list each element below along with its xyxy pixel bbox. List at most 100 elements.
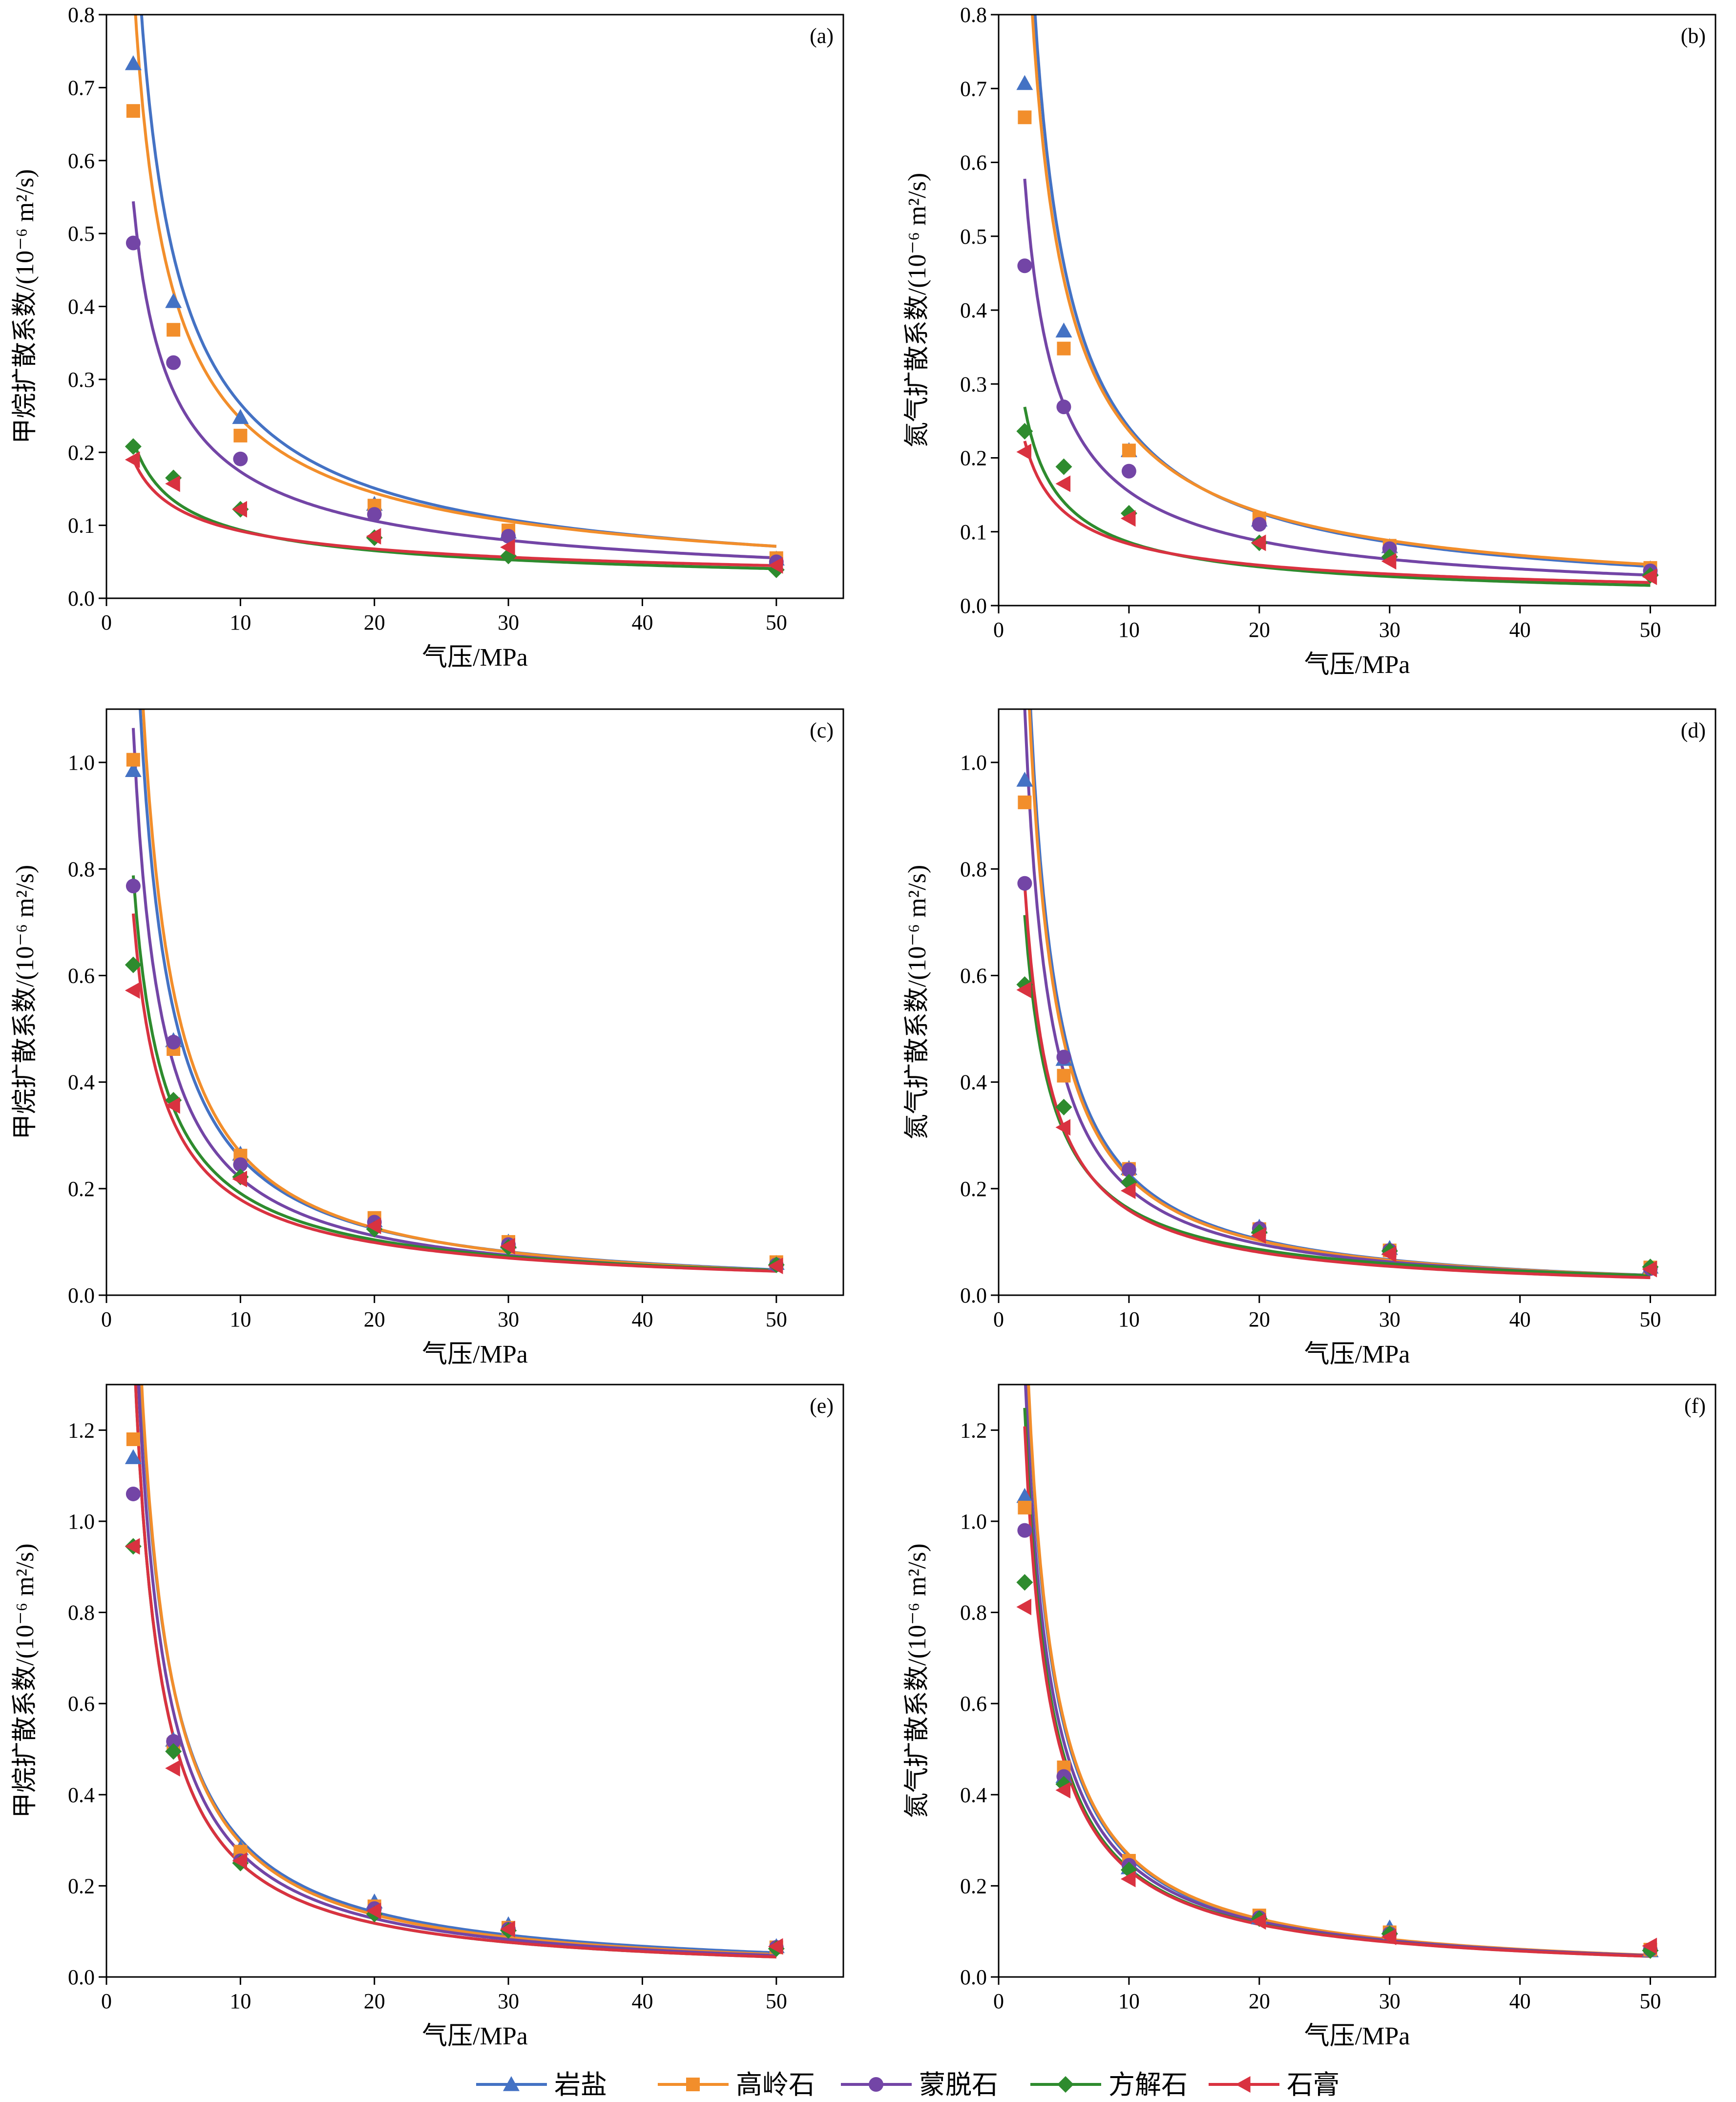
- y-tick-label: 0.6: [960, 151, 987, 175]
- panel-tag: (c): [810, 718, 834, 742]
- data-point-s4-1: [1016, 423, 1033, 440]
- legend-label-1: 岩盐: [554, 2070, 607, 2100]
- data-point-s4-2: [1055, 458, 1072, 475]
- y-tick-label: 0.8: [960, 3, 987, 27]
- data-point-s1-1: [125, 762, 142, 778]
- data-point-s2-2: [167, 323, 181, 337]
- x-tick-label: 30: [498, 1307, 519, 1331]
- data-point-s1-1: [125, 1449, 142, 1464]
- fit-curve-3: [131, 201, 776, 560]
- x-tick-label: 10: [1118, 618, 1140, 642]
- data-points: [125, 1432, 785, 1957]
- data-point-s5-6: [1642, 1937, 1657, 1955]
- fit-curve-5: [131, 913, 776, 1273]
- chart-panel-4: 0 10 20 30 40 50 0.0 0.2 0.4 0.6 0.8 1.0 (d) 气压/MPa 氮气…: [903, 708, 1716, 1368]
- data-point-s3-1: [125, 1486, 141, 1501]
- data-point-s5-4: [366, 528, 381, 545]
- y-tick-label: 0.8: [960, 1601, 987, 1625]
- x-tick-label: 10: [1118, 1989, 1140, 2013]
- y-tick-label: 0.2: [68, 441, 95, 464]
- y-axis-label: 氮气扩散系数/(10⁻⁶ m²/s): [903, 865, 931, 1139]
- x-tick-label: 0: [101, 1989, 112, 2013]
- data-point-s3-2: [166, 355, 181, 370]
- panel-tag: (a): [810, 24, 834, 48]
- y-axis-label: 甲烷扩散系数/(10⁻⁶ m²/s): [11, 169, 39, 443]
- x-tick-label: 10: [230, 1989, 251, 2013]
- data-point-s5-3: [1120, 1871, 1136, 1888]
- data-point-s4-1: [1016, 1574, 1033, 1591]
- x-tick-label: 10: [230, 610, 251, 634]
- y-tick-label: 0.0: [960, 1283, 987, 1307]
- fit-curve-2: [1031, 15, 1651, 566]
- x-tick-label: 0: [993, 1989, 1004, 2013]
- chart-panel-1: 0 10 20 30 40 50 0.0 0.1 0.2 0.3 0.4 0.5 0.6 0.7 0.8 (a…: [11, 3, 844, 672]
- data-point-s5-3: [1120, 510, 1136, 527]
- data-point-s3-3: [1121, 1162, 1136, 1177]
- legend-marker-4: [1057, 2076, 1074, 2093]
- y-tick-label: 0.1: [68, 514, 95, 538]
- fit-curve-5: [132, 459, 776, 568]
- y-tick-label: 0.7: [960, 77, 987, 101]
- x-tick-label: 20: [364, 610, 385, 634]
- data-point-s3-4: [367, 507, 382, 522]
- data-point-s5-6: [1642, 1261, 1657, 1278]
- legend-label-3: 蒙脱石: [919, 2070, 998, 2100]
- data-point-s3-5: [501, 529, 516, 544]
- data-point-s5-4: [1251, 1227, 1266, 1244]
- data-point-s4-1: [125, 956, 142, 973]
- data-point-s5-3: [1120, 1182, 1136, 1199]
- data-point-s5-4: [1251, 1913, 1266, 1930]
- data-point-s3-1: [1017, 876, 1032, 891]
- fit-curve-5: [1023, 441, 1651, 584]
- data-point-s5-1: [125, 451, 140, 468]
- legend-label-4: 方解石: [1109, 2070, 1188, 2100]
- data-point-s5-2: [165, 475, 180, 492]
- y-tick-label: 1.0: [960, 751, 987, 775]
- plot-frame: [105, 708, 844, 1296]
- data-point-s2-1: [1018, 110, 1032, 125]
- x-tick-label: 50: [1640, 1989, 1661, 2013]
- data-point-s1-3: [232, 409, 249, 424]
- fit-curve-3: [1023, 178, 1651, 577]
- y-tick-label: 0.6: [960, 964, 987, 988]
- data-point-s5-2: [165, 1097, 180, 1114]
- chart-panel-3: 0 10 20 30 40 50 0.0 0.2 0.4 0.6 0.8 1.0 (c) 气压/MPa 甲烷…: [11, 708, 844, 1368]
- legend-marker-2: [686, 2078, 700, 2091]
- y-tick-label: 0.6: [68, 149, 95, 173]
- y-tick-label: 0.2: [960, 1874, 987, 1898]
- panel-tag: (e): [810, 1394, 834, 1418]
- panel-tag: (f): [1684, 1394, 1706, 1418]
- data-point-s5-5: [500, 1238, 515, 1255]
- y-tick-label: 0.4: [960, 298, 987, 322]
- y-tick-label: 0.0: [68, 1965, 95, 1989]
- y-tick-label: 1.2: [960, 1418, 987, 1442]
- y-tick-label: 0.0: [960, 594, 987, 618]
- x-tick-label: 20: [364, 1989, 385, 2013]
- fit-curves: [1023, 15, 1651, 587]
- data-point-s1-1: [1016, 75, 1033, 90]
- data-points: [1016, 1488, 1659, 1959]
- legend-label-5: 石膏: [1287, 2070, 1339, 2100]
- data-point-s5-2: [1055, 1119, 1071, 1136]
- x-tick-label: 0: [101, 610, 112, 634]
- x-axis-label: 气压/MPa: [422, 2022, 528, 2050]
- x-tick-label: 50: [1640, 1307, 1661, 1331]
- x-axis-label: 气压/MPa: [1304, 651, 1410, 679]
- y-tick-label: 0.8: [68, 857, 95, 881]
- y-axis-label: 甲烷扩散系数/(10⁻⁶ m²/s): [11, 865, 39, 1139]
- data-point-s5-6: [768, 1938, 783, 1955]
- data-point-s2-3: [1122, 443, 1136, 458]
- data-point-s4-2: [1055, 1098, 1072, 1115]
- plot-frame: [105, 1384, 844, 1978]
- y-tick-label: 0.2: [68, 1874, 95, 1898]
- x-tick-label: 50: [766, 1989, 787, 2013]
- y-tick-label: 0.4: [960, 1071, 987, 1094]
- data-point-s3-2: [1056, 1050, 1071, 1065]
- chart-panel-2: 0 10 20 30 40 50 0.0 0.1 0.2 0.3 0.4 0.5 0.6 0.7 0.8 (b…: [903, 3, 1716, 679]
- y-tick-label: 0.4: [68, 1783, 95, 1807]
- y-tick-label: 1.0: [68, 1510, 95, 1534]
- x-tick-label: 30: [1379, 1989, 1401, 2013]
- y-tick-label: 0.0: [68, 587, 95, 610]
- x-tick-label: 30: [1379, 618, 1401, 642]
